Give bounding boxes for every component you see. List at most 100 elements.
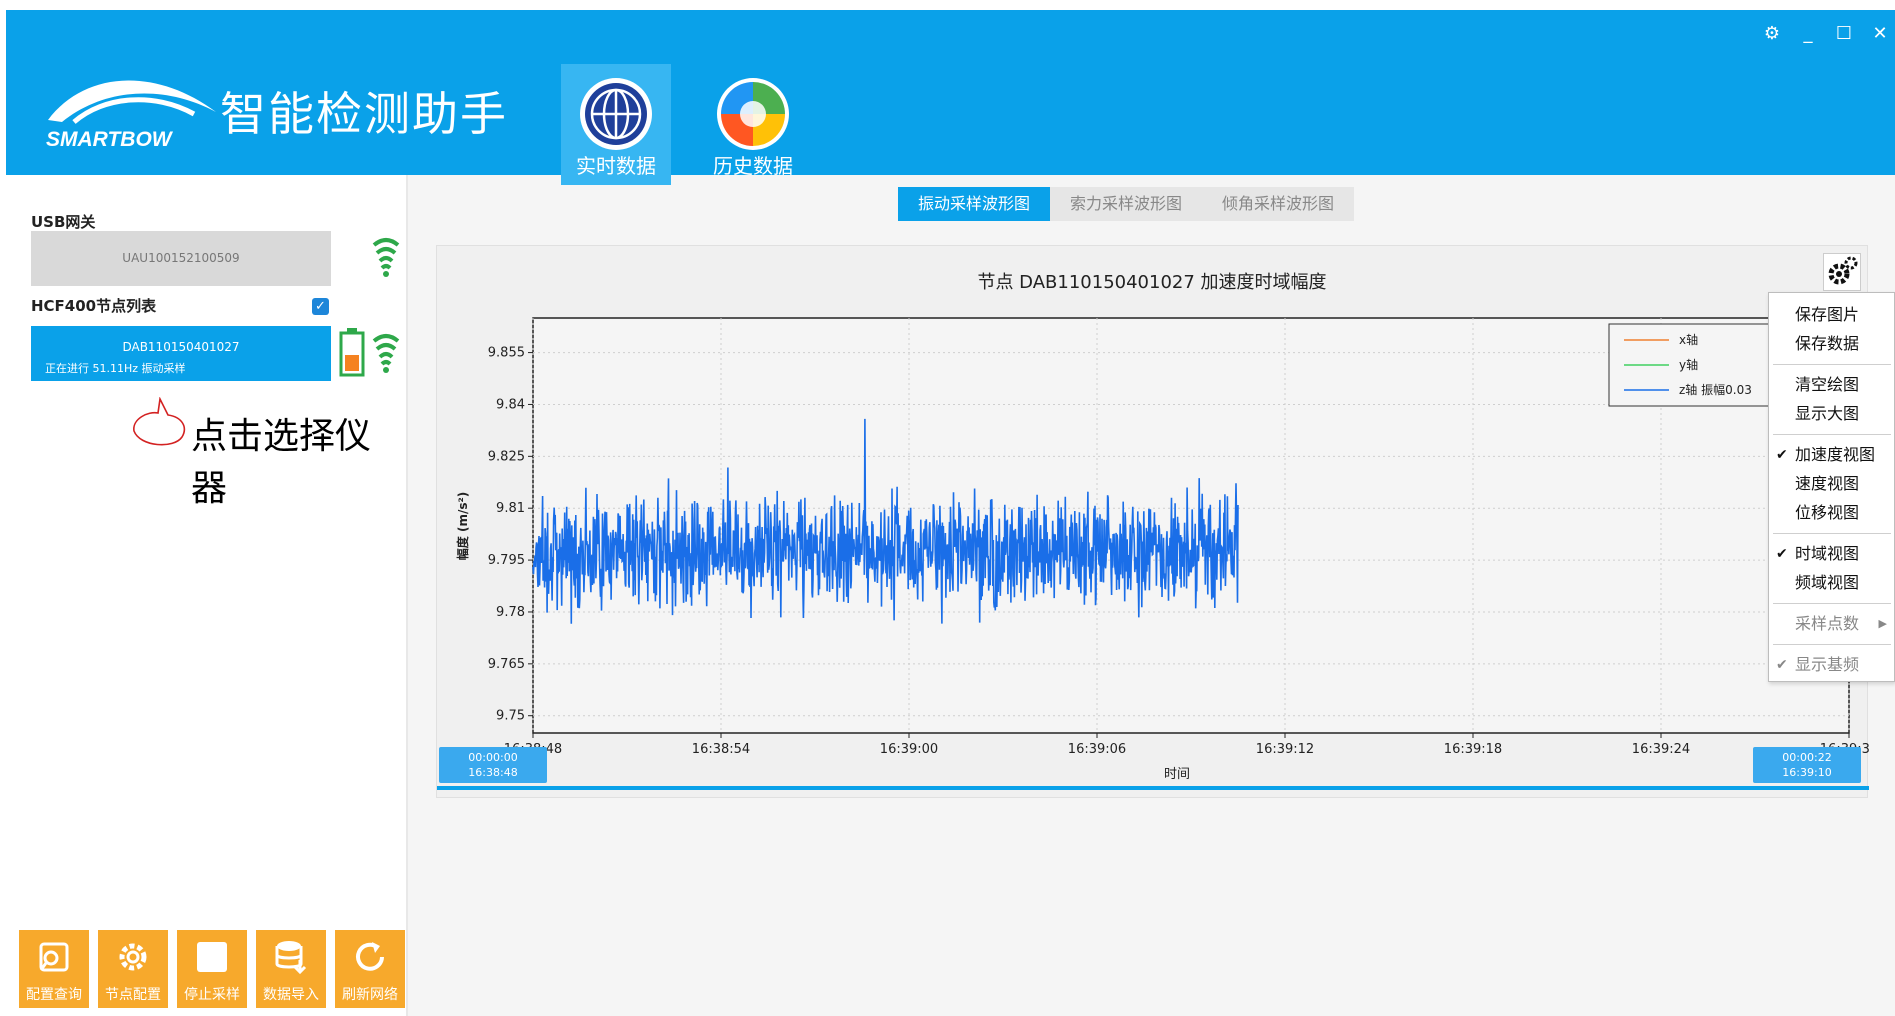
tab-realtime-label: 实时数据 <box>576 154 656 178</box>
refresh-network-label: 刷新网络 <box>342 987 398 1003</box>
range-end-handle[interactable]: 00:00:22 16:39:10 <box>1753 747 1861 783</box>
menu-item[interactable]: 采样点数 ▶ <box>1769 610 1895 638</box>
config-query-icon <box>39 942 69 972</box>
tab-vibration-waveform[interactable]: 振动采样波形图 <box>898 187 1051 221</box>
tab-history-data[interactable]: 历史数据 <box>698 64 808 185</box>
chart-title: 节点 DAB110150401027 加速度时域幅度 <box>977 272 1327 293</box>
menu-item[interactable]: 频域视图 <box>1769 569 1895 597</box>
chart-panel: 9.855 9.84 9.825 9.81 9.795 9.78 9.765 9.75 16:3… <box>436 245 1869 798</box>
legend-entry: z轴 振幅0.03 <box>1679 382 1752 397</box>
y-tick-label: 9.855 <box>488 346 525 361</box>
chart-context-menu: 保存图片保存数据清空绘图 显示大图 ✔ 加速度视图速度视图位移视图 ✔ 时域视图频域视图采… <box>1768 292 1895 682</box>
menu-separator <box>1773 533 1891 534</box>
menu-item[interactable]: ✔ 时域视图 <box>1769 540 1895 568</box>
menu-item-label: 保存数据 <box>1795 334 1860 353</box>
maximize-button[interactable]: ☐ <box>1835 22 1853 44</box>
menu-item[interactable]: 位移视图 <box>1769 499 1895 527</box>
tab-inclination-waveform[interactable]: 倾角采样波形图 <box>1202 187 1355 221</box>
header-bar: SMARTBOW 智能检测助手 实时数据 <box>6 10 1895 185</box>
y-axis-label: 幅度 (m/s²) <box>455 492 470 560</box>
y-tick-label: 9.795 <box>488 553 525 568</box>
menu-item-label: 采样点数 <box>1795 614 1860 633</box>
menu-item[interactable]: ✔ 加速度视图 <box>1769 441 1895 469</box>
tab-cable-force-waveform[interactable]: 索力采样波形图 <box>1050 187 1203 221</box>
check-icon: ✔ <box>1776 657 1788 673</box>
stop-sampling-label: 停止采样 <box>184 987 240 1003</box>
menu-item[interactable]: 清空绘图 <box>1769 371 1895 399</box>
realtime-globe-icon <box>580 78 652 150</box>
waveform-chart: 9.855 9.84 9.825 9.81 9.795 9.78 9.765 9.75 16:3… <box>455 317 1869 782</box>
gear-icon <box>1828 256 1858 285</box>
node-config-button[interactable]: 节点配置 <box>98 930 168 1008</box>
menu-separator <box>1773 364 1891 365</box>
x-tick-label: 16:39:06 <box>1068 742 1126 757</box>
range-start-offset: 00:00:00 <box>468 751 518 764</box>
menu-item-label: 保存图片 <box>1795 305 1860 324</box>
database-import-icon <box>275 941 307 975</box>
menu-item[interactable]: 保存图片 <box>1769 301 1895 329</box>
logo-text: SMARTBOW <box>46 128 174 151</box>
x-tick-label: 16:38:54 <box>692 742 750 757</box>
submenu-arrow-icon: ▶ <box>1878 617 1887 630</box>
menu-separator <box>1773 434 1891 435</box>
smartbow-logo: SMARTBOW <box>44 62 219 152</box>
z-axis-series-line <box>532 418 1239 624</box>
check-icon: ✔ <box>1776 546 1788 562</box>
node-status: 正在进行 51.11Hz 振动采样 <box>45 362 186 375</box>
x-tick-label: 16:39:12 <box>1256 742 1314 757</box>
node-list-checkbox[interactable]: ✓ <box>312 298 329 315</box>
menu-item[interactable]: 显示大图 <box>1769 400 1895 428</box>
node-config-label: 节点配置 <box>105 987 161 1003</box>
data-import-button[interactable]: 数据导入 <box>256 930 326 1008</box>
legend-entry: x轴 <box>1679 332 1698 347</box>
sidebar: USB网关 UAU100152100509 HCF400节点列表 ✓ DAB11… <box>6 175 408 1016</box>
minimize-button[interactable]: _ <box>1803 22 1813 44</box>
chart-settings-button[interactable] <box>1823 253 1861 291</box>
node-list-item[interactable]: DAB110150401027 正在进行 51.11Hz 振动采样 <box>31 326 331 381</box>
range-end-offset: 00:00:22 <box>1782 751 1832 764</box>
settings-gear-icon[interactable]: ⚙ <box>1763 22 1781 44</box>
y-tick-label: 9.84 <box>496 397 525 412</box>
check-icon: ✔ <box>1776 447 1788 463</box>
menu-item-label: 显示基频 <box>1795 655 1860 674</box>
stop-icon <box>197 942 227 972</box>
y-tick-label: 9.81 <box>496 501 525 516</box>
history-pie-icon <box>717 78 789 150</box>
app-title: 智能检测助手 <box>220 87 508 141</box>
refresh-network-button[interactable]: 刷新网络 <box>335 930 405 1008</box>
stop-sampling-button[interactable]: 停止采样 <box>177 930 247 1008</box>
x-tick-label: 16:39:00 <box>880 742 938 757</box>
menu-separator <box>1773 644 1891 645</box>
window-controls: ⚙ _ ☐ ✕ <box>1761 20 1891 46</box>
gear-icon <box>119 943 147 971</box>
gateway-signal-icon <box>372 238 400 277</box>
chart-tabs: 振动采样波形图 索力采样波形图 倾角采样波形图 <box>898 187 1355 221</box>
x-tick-label: 16:39:18 <box>1444 742 1502 757</box>
node-id: DAB110150401027 <box>122 340 240 354</box>
menu-item-label: 时域视图 <box>1795 544 1860 563</box>
close-button[interactable]: ✕ <box>1872 22 1888 44</box>
range-start-time: 16:38:48 <box>468 766 518 779</box>
legend-entry: y轴 <box>1679 357 1698 372</box>
node-list-label: HCF400节点列表 <box>31 297 157 315</box>
range-start-handle[interactable]: 00:00:00 16:38:48 <box>439 747 547 783</box>
range-end-time: 16:39:10 <box>1782 766 1832 779</box>
tab-realtime-data[interactable]: 实时数据 <box>561 64 671 185</box>
app-window: SMARTBOW 智能检测助手 实时数据 <box>6 10 1895 1016</box>
config-query-label: 配置查询 <box>26 987 82 1003</box>
annotation-text: 点击选择仪器 <box>191 416 372 509</box>
menu-item[interactable]: 保存数据 <box>1769 330 1895 358</box>
time-range-slider[interactable] <box>437 786 1869 790</box>
menu-item[interactable]: 速度视图 <box>1769 470 1895 498</box>
x-axis-label: 时间 <box>1164 767 1190 782</box>
y-tick-label: 9.825 <box>488 449 525 464</box>
menu-item-label: 加速度视图 <box>1795 445 1876 464</box>
node-signal-icon <box>372 334 400 373</box>
data-import-label: 数据导入 <box>263 987 319 1003</box>
menu-item-label: 速度视图 <box>1795 474 1860 493</box>
gateway-item[interactable]: UAU100152100509 <box>31 231 331 286</box>
y-tick-label: 9.78 <box>496 605 525 620</box>
menu-item[interactable]: ✔ 显示基频 <box>1769 651 1895 679</box>
config-query-button[interactable]: 配置查询 <box>19 930 89 1008</box>
menu-separator <box>1773 603 1891 604</box>
